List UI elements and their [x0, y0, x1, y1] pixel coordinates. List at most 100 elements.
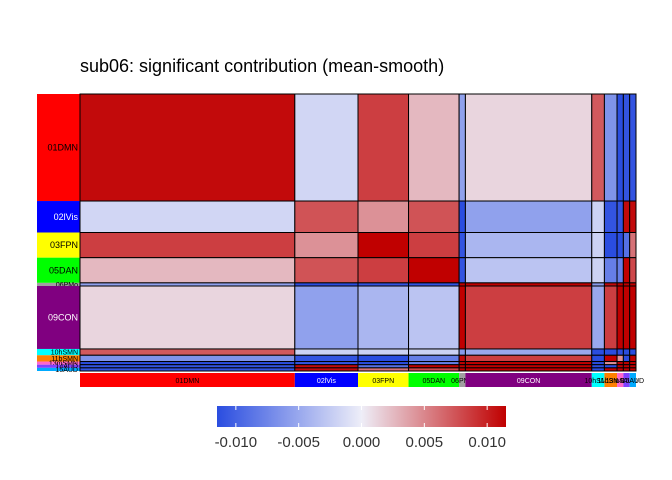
heatmap-cell-01DMN-10hSMN — [591, 93, 605, 202]
heatmap-cell-10hSMN-09CON — [464, 348, 593, 356]
heatmap-cell-10hSMN-03FPN — [357, 348, 410, 356]
col-label-13mSMN: 13mSMN — [606, 378, 635, 385]
heatmap-cell-11bSMN-05DAN — [408, 354, 460, 363]
heatmap-cell-01DMN-15AUD — [629, 93, 637, 202]
heatmap-cell-15AUD-09CON — [464, 367, 593, 372]
heatmap-cell-05DAN-15AUD — [629, 257, 637, 284]
heatmap-cell-02lVis-06PMo — [458, 200, 466, 233]
colorbar-tick-label: 0.000 — [343, 434, 381, 451]
heatmap-cell-11bSMN-14AUD — [622, 354, 631, 363]
heatmap-cell-09CON-10hSMN — [591, 285, 605, 350]
heatmap-cell-05DAN-02lVis — [294, 257, 359, 284]
col-label-bar-14AUD — [623, 373, 630, 387]
row-label-bar-01DMN — [37, 94, 80, 202]
heatmap-cell-11bSMN-01DMN — [79, 354, 296, 363]
heatmap-cell-09CON-06PMo — [458, 285, 466, 350]
row-label-bars: 01DMN 02lVis 03FPN 05DAN 06PMo 09CON 10hSMN11b… — [37, 94, 80, 374]
heatmap-cell-09CON-15AUD — [629, 285, 637, 350]
heatmap-cell-03FPN-03FPN — [357, 232, 410, 259]
heatmap-cell-11bSMN-09CON — [464, 354, 593, 363]
col-label-06PMo: 06PMo — [451, 378, 473, 385]
col-label-bar-15AUD — [629, 373, 636, 387]
col-label-01DMN: 01DMN — [176, 378, 200, 385]
heatmap-cell-09CON-03FPN — [357, 285, 410, 350]
heatmap-cell-09CON-09CON — [464, 285, 593, 350]
row-label-14AUD: 14AUD — [55, 364, 78, 371]
row-label-06PMo: 06PMo — [56, 282, 78, 289]
heatmap-cell-03FPN-10hSMN — [591, 232, 605, 259]
row-label-bar-09CON — [37, 286, 80, 349]
heatmap-cell-15AUD-11bSMN — [603, 367, 618, 372]
heatmap-cell-01DMN-13mSMN — [616, 93, 624, 202]
heatmap-cell-15AUD-14AUD — [622, 367, 631, 372]
row-label-bar-06PMo — [37, 282, 80, 287]
row-label-11bSMN: 11bSMN — [51, 356, 78, 363]
heatmap-cell-03FPN-06PMo — [458, 232, 466, 259]
heatmap-cell-10hSMN-05DAN — [408, 348, 460, 356]
heatmap-cell-10hSMN-01DMN — [79, 348, 296, 356]
heatmap-cell-03FPN-13mSMN — [616, 232, 624, 259]
heatmap-cell-05DAN-06PMo — [458, 257, 466, 284]
heatmap-cell-15AUD-02lVis — [294, 367, 359, 372]
heatmap-cell-01DMN-02lVis — [294, 93, 359, 202]
heatmap-cell-02lVis-05DAN — [408, 200, 460, 233]
col-label-bar-01DMN — [80, 373, 295, 387]
row-label-bar-11bSMN — [37, 355, 80, 362]
row-label-bar-02lVis — [37, 201, 80, 233]
heatmap-cell-10hSMN-06PMo — [458, 348, 466, 356]
row-label-bar-14AUD — [37, 364, 80, 368]
col-label-14AUD: 14AUD — [615, 378, 638, 385]
row-label-bar-03FPN — [37, 232, 80, 258]
heatmap-cells — [79, 93, 637, 372]
heatmap-cell-03FPN-02lVis — [294, 232, 359, 259]
heatmap-cell-15AUD-10hSMN — [591, 367, 605, 372]
heatmap-cell-05DAN-10hSMN — [591, 257, 605, 284]
heatmap-cell-01DMN-03FPN — [357, 93, 410, 202]
col-label-11bSMN: 11bSMN — [597, 378, 624, 385]
heatmap-cell-02lVis-01DMN — [79, 200, 296, 233]
col-label-bar-11bSMN — [604, 373, 618, 387]
heatmap-cell-09CON-02lVis — [294, 285, 359, 350]
col-label-bar-03FPN — [358, 373, 409, 387]
heatmap-cell-02lVis-10hSMN — [591, 200, 605, 233]
heatmap-cell-03FPN-14AUD — [622, 232, 631, 259]
heatmap-cell-02lVis-13mSMN — [616, 200, 624, 233]
row-label-03FPN: 03FPN — [50, 240, 78, 250]
col-label-bar-06PMo — [459, 373, 466, 387]
heatmap-cell-01DMN-14AUD — [622, 93, 631, 202]
heatmap-cell-09CON-11bSMN — [603, 285, 618, 350]
heatmap-cell-01DMN-06PMo — [458, 93, 466, 202]
heatmap-cell-01DMN-11bSMN — [603, 93, 618, 202]
column-label-bars: 01DMN 02lVis 03FPN 05DAN 06PMo 09CON 10hSMN11b… — [80, 373, 644, 387]
heatmap-cell-05DAN-05DAN — [408, 257, 460, 284]
heatmap-cell-11bSMN-15AUD — [629, 354, 637, 363]
colorbar-tick-label: 0.010 — [468, 434, 506, 451]
heatmap-cell-15AUD-13mSMN — [616, 367, 624, 372]
heatmap-cell-15AUD-06PMo — [458, 367, 466, 372]
col-label-10hSMN: 10hSMN — [584, 378, 611, 385]
row-label-bar-10hSMN — [37, 348, 80, 356]
heatmap-cell-05DAN-14AUD — [622, 257, 631, 284]
heatmap-cell-10hSMN-13mSMN — [616, 348, 624, 356]
col-label-09CON: 09CON — [517, 378, 540, 385]
heatmap-cell-03FPN-09CON — [464, 232, 593, 259]
heatmap-cell-01DMN-09CON — [464, 93, 593, 202]
heatmap-cell-02lVis-09CON — [464, 200, 593, 233]
heatmap-cell-05DAN-01DMN — [79, 257, 296, 284]
heatmap-cell-10hSMN-15AUD — [629, 348, 637, 356]
heatmap-cell-15AUD-03FPN — [357, 367, 410, 372]
col-label-bar-13mSMN — [617, 373, 624, 387]
heatmap-cell-10hSMN-11bSMN — [603, 348, 618, 356]
col-label-bar-09CON — [465, 373, 592, 387]
heatmap-cell-15AUD-05DAN — [408, 367, 460, 372]
col-label-15AUD: 15AUD — [622, 378, 645, 385]
row-label-13mSMN: 13mSMN — [49, 361, 78, 368]
heatmap-cell-10hSMN-02lVis — [294, 348, 359, 356]
row-label-10hSMN: 10hSMN — [51, 350, 78, 357]
heatmap-cell-09CON-01DMN — [79, 285, 296, 350]
heatmap-cell-03FPN-05DAN — [408, 232, 460, 259]
colorbar-tick-label: 0.005 — [406, 434, 444, 451]
heatmap-cell-10hSMN-14AUD — [622, 348, 631, 356]
colorbar-ticks: -0.010 -0.005 0.000 0.005 0.010 — [215, 406, 506, 451]
